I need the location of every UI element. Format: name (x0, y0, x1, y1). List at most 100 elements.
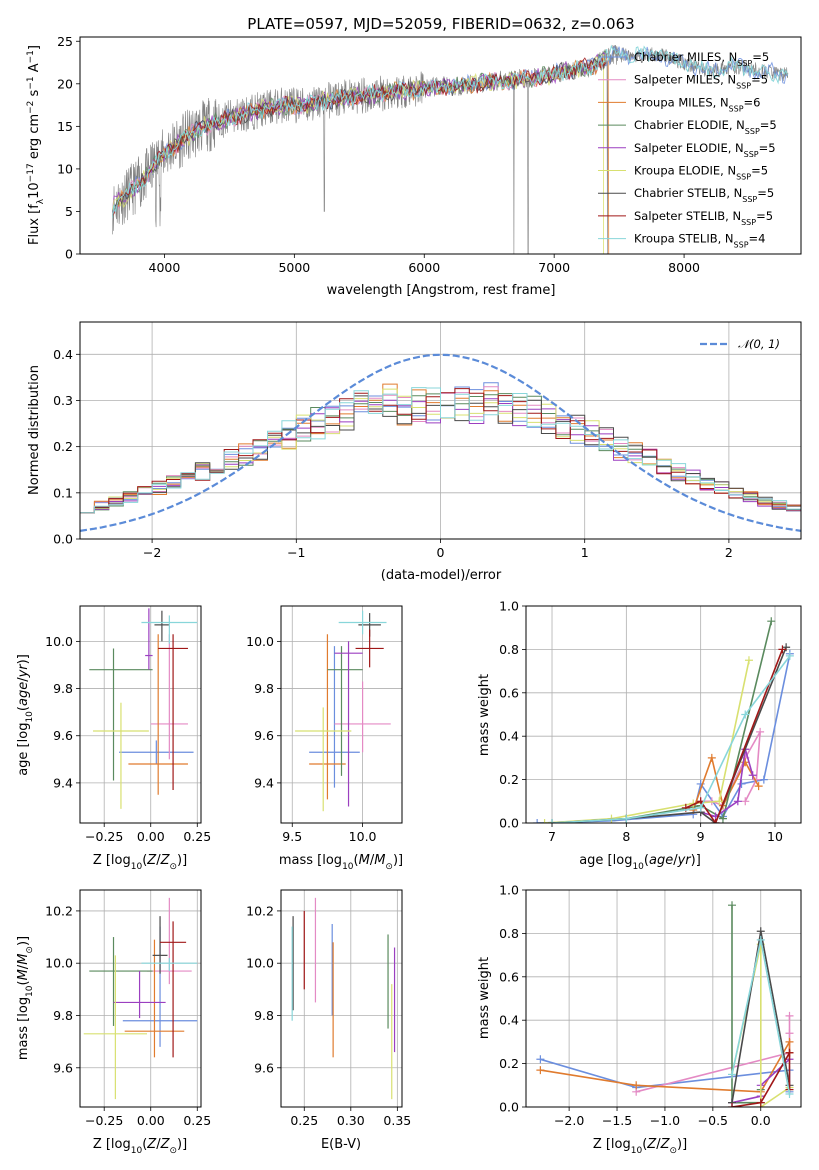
weight-vs-age-series-5 (540, 656, 753, 823)
residuals-xtick-label-3: 1 (581, 545, 589, 560)
spectrum-xlabel: wavelength [Angstrom, rest frame] (327, 283, 556, 298)
mass-vs-z-ytick-label-3: 10.2 (45, 903, 73, 918)
spectrum-ylabel: Flux [fλ10−17 erg cm−2 s−1 A−1] (26, 45, 46, 245)
spectrum-legend-nssp-3: =5 (760, 118, 777, 132)
weight-vs-z-xtick-label-2: −1.0 (650, 1113, 680, 1128)
residuals-hist-8 (80, 387, 801, 514)
spectrum-legend-nssp-7: =5 (756, 209, 773, 223)
residuals-panel: −2 −1 0 1 2 0.0 0.1 0.2 0.3 0.4 𝒩(0, 1) (data-mode… (27, 321, 802, 583)
spectrum-xtick-label-2: 6000 (408, 260, 440, 275)
weight-vs-z-ytick-label-4: 0.8 (499, 926, 519, 941)
weight-vs-z-ytick-label-0: 0.0 (499, 1100, 519, 1115)
weight-vs-z-series-line-5 (731, 944, 790, 1107)
mass-vs-z-ytick-label-0: 9.6 (53, 1060, 73, 1075)
age-vs-z-errorbar-8 (141, 615, 198, 644)
spectrum-legend-label-8: Kroupa STELIB, NSSP=4 (634, 232, 765, 250)
weight-vs-age-series-point-4-4 (748, 771, 757, 780)
spectrum-xtick-label-0: 4000 (149, 260, 181, 275)
weight-vs-age-series-point-3-4 (767, 617, 776, 626)
spectrum-legend-sub-2: SSP (729, 104, 744, 113)
age-vs-z-errorbar-0 (119, 740, 194, 765)
spectrum-legend-label-5: Kroupa ELODIE, NSSP=5 (634, 164, 768, 182)
spectrum-legend-label-0: Chabrier MILES, NSSP=5 (634, 50, 769, 68)
weight-vs-z-series-point-2-1 (632, 1081, 641, 1090)
age-vs-mass-panel: 9.5 10.0 9.4 9.6 9.8 10.0 mass [log10(M/M⊙)] (246, 605, 403, 872)
weight-vs-z-series-point-1-2 (785, 1011, 794, 1020)
residuals-ytick-label-4: 0.4 (53, 347, 73, 362)
weight-vs-age-ytick-label-1: 0.2 (499, 772, 519, 787)
mass-vs-z-ylabel: mass [log10(M/M⊙)] (16, 936, 35, 1060)
age-vs-mass-ytick-label-2: 9.8 (254, 681, 274, 696)
residuals-xtick-label-4: 2 (725, 545, 733, 560)
age-vs-z-ytick-label-3: 10.0 (45, 634, 73, 649)
mass-vs-z-errorbar-7 (160, 921, 187, 1058)
mass-vs-ebv-ytick-label-1: 9.8 (254, 1008, 274, 1023)
weight-vs-age-xtick-label-1: 8 (622, 829, 630, 844)
spectrum-frame (79, 36, 802, 255)
weight-vs-age-panel: 7 8 9 10 0.0 0.2 0.4 0.6 0.8 1.0 age [log10(age/y… (477, 599, 802, 872)
weight-vs-z-series-6 (728, 927, 794, 1107)
age-vs-mass-errorbar-4 (334, 641, 363, 807)
mass-vs-z-xlabel: Z [log10(Z/Z⊙)] (93, 1137, 187, 1156)
weight-vs-age-series-point-7-3 (778, 645, 787, 654)
age-vs-mass-ytick-label-1: 9.6 (254, 728, 274, 743)
spectrum-legend-nssp-4: =5 (759, 141, 776, 155)
spectrum-legend-sub-1: SSP (736, 81, 751, 90)
spectrum-legend-nssp-0: =5 (752, 50, 769, 64)
age-vs-z-plot-area (89, 608, 198, 809)
age-vs-mass-errorbar-2 (309, 634, 346, 800)
age-vs-mass-errorbar-7 (355, 629, 384, 668)
mass-vs-ebv-panel: 0.25 0.30 0.35 9.6 9.8 10.0 10.2 E(B-V) (246, 889, 411, 1152)
spectrum-model-line-8 (112, 44, 788, 218)
mass-vs-z-xtick-label-1: 0.00 (137, 1113, 165, 1128)
weight-vs-z-series-7 (728, 1048, 794, 1107)
spectrum-legend-nssp-1: =5 (751, 73, 768, 87)
weight-vs-z-ytick-label-3: 0.6 (499, 969, 519, 984)
mass-vs-ebv-ytick-label-2: 10.0 (246, 956, 274, 971)
weight-vs-age-xtick-label-0: 7 (548, 829, 556, 844)
age-vs-mass-frame (280, 605, 403, 824)
mass-vs-z-errorbar-5 (83, 955, 148, 1100)
age-vs-z-panel: −0.25 0.00 0.25 9.4 9.6 9.8 10.0 Z [log10(Z/Z⊙… (16, 605, 211, 872)
age-vs-z-xtick-label-2: 0.25 (183, 829, 211, 844)
weight-vs-age-xtick-label-2: 9 (697, 829, 705, 844)
weight-vs-z-ytick-label-2: 0.4 (499, 1013, 519, 1028)
residuals-ytick-label-2: 0.2 (53, 439, 73, 454)
spectrum-legend-label-4: Salpeter ELODIE, NSSP=5 (634, 141, 776, 159)
weight-vs-z-series-line-7 (731, 1049, 791, 1107)
weight-vs-z-series-point-8-0 (728, 1070, 737, 1079)
weight-vs-age-series-point-7-2 (711, 819, 720, 823)
weight-vs-age-series-point-8-2 (696, 803, 705, 812)
weight-vs-age-series-point-0-5 (737, 779, 746, 788)
residuals-xtick-label-1: −1 (287, 545, 305, 560)
weight-vs-age-plot-area (533, 617, 794, 823)
age-vs-mass-ytick-label-3: 10.0 (246, 634, 274, 649)
weight-vs-age-series-8 (548, 651, 794, 823)
weight-vs-age-series-point-8-3 (741, 710, 750, 719)
age-vs-mass-xlabel: mass [log10(M/M⊙)] (279, 853, 403, 872)
residuals-ytick-label-3: 0.3 (53, 393, 73, 408)
weight-vs-age-series-point-6-4 (782, 643, 791, 652)
age-vs-mass-xtick-label-0: 9.5 (282, 829, 302, 844)
residuals-xlabel: (data-model)/error (381, 568, 502, 583)
residuals-plot-area (80, 353, 801, 532)
weight-vs-age-ytick-label-4: 0.8 (499, 642, 519, 657)
age-vs-z-frame (79, 605, 202, 824)
spectrum-legend-nssp-8: =4 (749, 232, 766, 246)
residuals-ytick-label-0: 0.0 (53, 532, 73, 547)
weight-vs-z-series-point-1-3 (785, 1029, 794, 1038)
residuals-frame (79, 321, 802, 540)
mass-vs-z-errorbar-2 (124, 939, 185, 1058)
weight-vs-z-plot-area (536, 901, 794, 1107)
age-vs-mass-errorbar-1 (334, 681, 391, 753)
spectrum-legend-sub-3: SSP (745, 127, 760, 136)
age-vs-z-errorbar-3 (89, 648, 153, 781)
mass-vs-z-plot-area (83, 897, 198, 1100)
weight-vs-age-ytick-label-2: 0.4 (499, 729, 519, 744)
age-vs-mass-xtick-label-1: 10.0 (349, 829, 377, 844)
mass-vs-z-panel: −0.25 0.00 0.25 9.6 9.8 10.0 10.2 Z [log10(Z/Z… (16, 889, 211, 1156)
age-vs-z-errorbar-2 (128, 634, 188, 795)
age-vs-z-xtick-label-0: −0.25 (85, 829, 123, 844)
age-vs-z-ytick-label-0: 9.4 (53, 775, 73, 790)
